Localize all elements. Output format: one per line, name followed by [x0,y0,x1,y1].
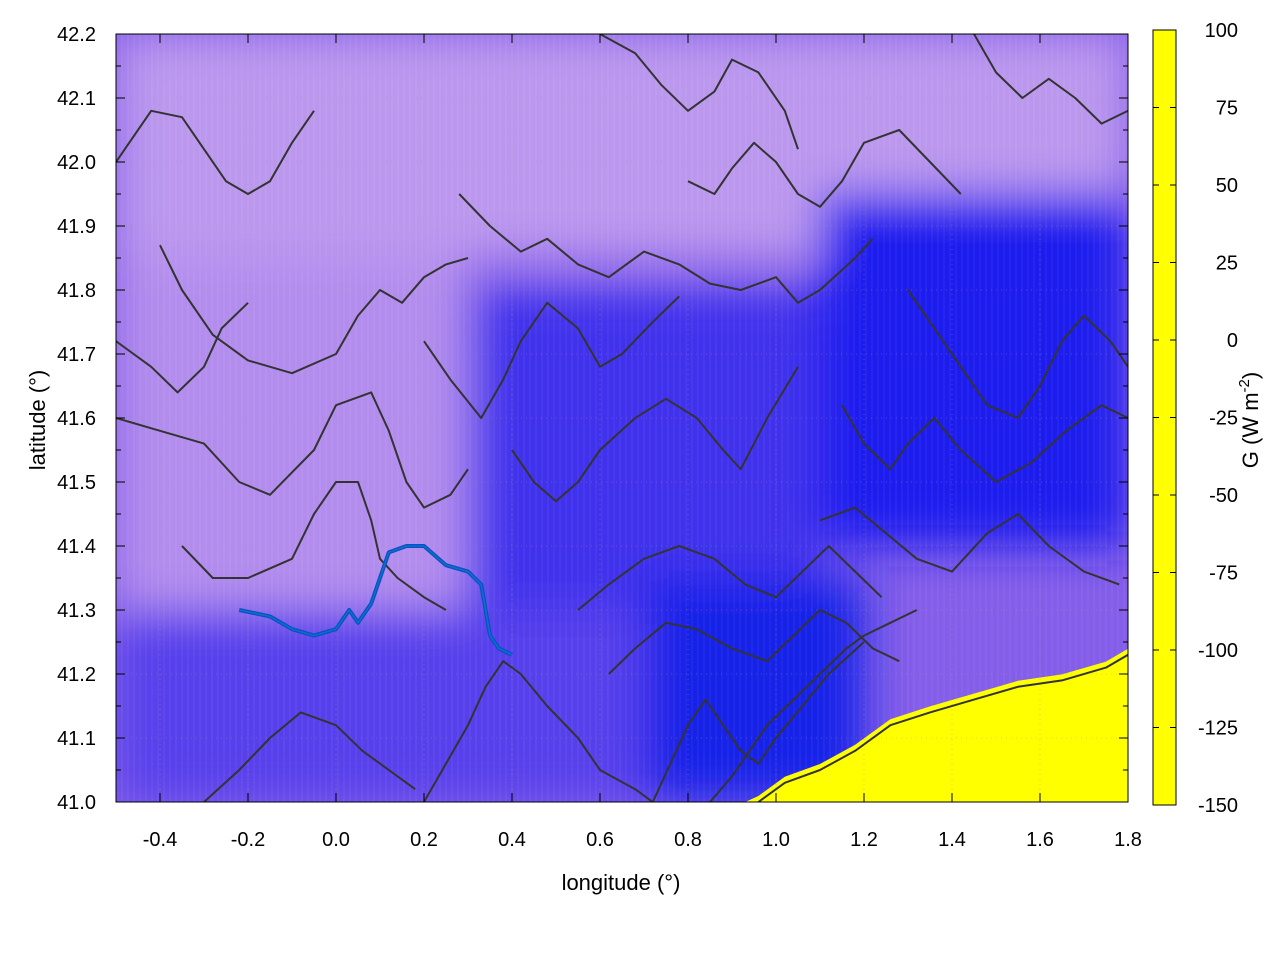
contour-line [907,289,1128,419]
y-tick-label: 42.1 [57,88,96,110]
x-tick-label: 1.6 [1026,829,1054,851]
field-region-sea-yellow [745,648,1128,802]
colorbar-tick-label: 0 [1227,330,1238,352]
y-tick-label: 41.4 [57,536,96,558]
y-tick-label: 41.8 [57,280,96,302]
river-track [238,544,513,657]
contour-line [458,193,874,304]
contour-line [608,609,900,675]
x-tick-label: 0.4 [498,829,526,851]
colorbar-tick-label: 50 [1216,175,1238,197]
x-tick-label: 1.2 [850,829,878,851]
x-tick-label: 0.0 [322,829,350,851]
contour-line [511,366,799,503]
contour-line [423,660,654,802]
colorbar-tick-label: -50 [1209,485,1238,507]
y-tick-label: 41.1 [57,728,96,750]
contour-line [599,34,799,150]
x-axis-label: longitude (°) [562,870,681,895]
y-tick-label: 41.2 [57,664,96,686]
contour-line [651,641,865,802]
y-tick-label: 42.2 [57,24,96,46]
contour-line [709,609,918,802]
contour-line [687,129,962,208]
contour-line [423,295,680,419]
contour-line [819,506,1120,586]
y-tick-label: 41.5 [57,472,96,494]
colorbar-tick-label: 75 [1216,98,1238,120]
x-tick-label: 0.6 [586,829,614,851]
colorbar-tick-label: -125 [1198,718,1238,740]
contour-line [116,302,249,394]
colorbar-label: G (W m-2) [1236,372,1263,468]
colorbar-tick-label: 25 [1216,253,1238,275]
colorbar-tick-label: -75 [1209,563,1238,585]
x-tick-label: 1.8 [1114,829,1142,851]
contour-line [841,404,1128,483]
colorbar-ticks: 100 75 50 25 0 -25 -50 -75 -100 -125 -150 [1153,20,1238,817]
x-axis: -0.4 -0.2 0.0 0.2 0.4 0.6 0.8 1.0 1.2 1.4 1.6 1.8 [143,34,1142,851]
contour-line [116,391,469,509]
y-axis-label: latitude (°) [25,370,50,471]
contour-line [159,244,469,375]
y-tick-label: 41.7 [57,344,96,366]
x-tick-label: 1.0 [762,829,790,851]
y-tick-label: 42.0 [57,152,96,174]
river-line-inner [239,545,513,656]
y-axis: 41.0 41.1 41.2 41.3 41.4 41.5 41.6 41.7 41.8 41.9… [57,24,1128,814]
contour-line [577,545,883,611]
colorbar-tick-label: -25 [1209,408,1238,430]
colorbar-label-sup: -2 [1236,379,1253,392]
y-tick-label: 41.0 [57,792,96,814]
contour-line [203,711,416,802]
contour-line [973,34,1128,125]
x-tick-label: 0.2 [410,829,438,851]
x-tick-label: 1.4 [938,829,966,851]
contour-line [757,653,1128,802]
colorbar-tick-label: 100 [1205,20,1238,42]
contour-lines [116,34,1128,802]
x-tick-label: -0.4 [143,829,177,851]
contour-line [116,109,315,195]
colorbar-tick-label: -150 [1198,795,1238,817]
colorbar-label-end: ) [1238,372,1263,379]
contour-line [181,481,447,611]
colorbar-label-main: G (W m [1238,392,1263,468]
y-tick-label: 41.3 [57,600,96,622]
x-tick-label: -0.2 [231,829,265,851]
y-tick-label: 41.9 [57,216,96,238]
colorbar-tick-label: -100 [1198,640,1238,662]
x-tick-label: 0.8 [674,829,702,851]
grid-lines [116,34,1128,802]
y-tick-label: 41.6 [57,408,96,430]
